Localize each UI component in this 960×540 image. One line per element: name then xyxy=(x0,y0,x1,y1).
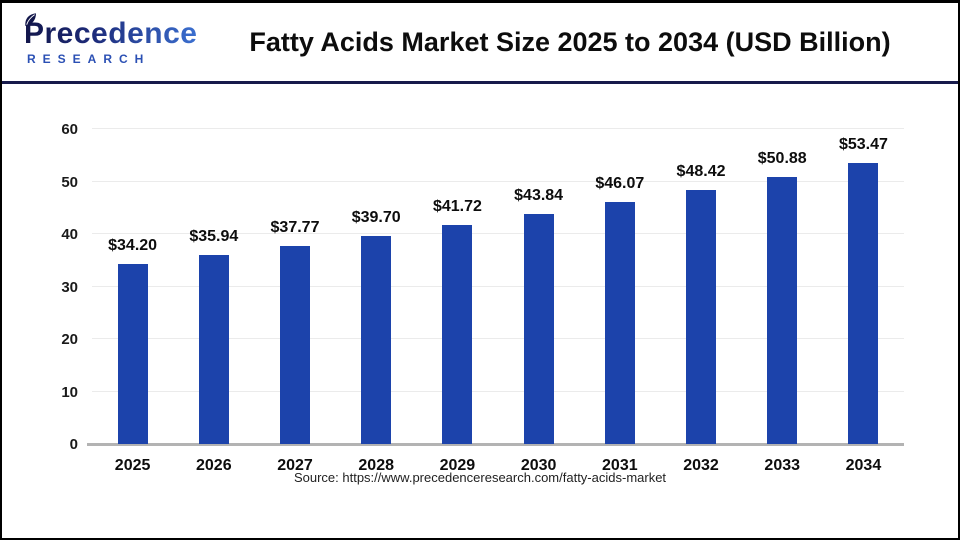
bar-2033 xyxy=(767,176,798,444)
logo-subtext: RESEARCH xyxy=(27,52,151,66)
bar-value-label-2031: $46.07 xyxy=(595,175,645,193)
chart-title: Fatty Acids Market Size 2025 to 2034 (US… xyxy=(249,26,891,57)
y-axis-tick-50: 50 xyxy=(61,173,78,191)
bar-2032 xyxy=(686,189,717,444)
bar-value-label-2026: $35.94 xyxy=(189,228,239,246)
bar-2028 xyxy=(361,235,392,444)
header: Precedence RESEARCH Fatty Acids Market S… xyxy=(2,3,958,81)
bar-value-label-2032: $48.42 xyxy=(676,162,726,180)
bar-column-2034: $53.47 2034 xyxy=(823,129,904,474)
x-axis-label-2025: 2025 xyxy=(114,457,151,474)
bar-value-label-2034: $53.47 xyxy=(838,136,888,154)
bar-chart-plot: 0 10 20 30 40 50 60 $34.20 2025 $35.94 2026 $37.77 2… xyxy=(61,121,904,474)
bar-column-2025: $34.20 2025 xyxy=(92,129,173,474)
bar-column-2028: $39.70 2028 xyxy=(336,129,417,474)
x-axis-label-2032: 2032 xyxy=(683,457,719,474)
bar-value-label-2029: $41.72 xyxy=(432,197,482,215)
bar-column-2030: $43.84 2030 xyxy=(498,129,579,474)
x-axis-label-2028: 2028 xyxy=(358,457,394,474)
x-axis-label-2029: 2029 xyxy=(439,457,476,474)
bar-2027 xyxy=(280,245,310,444)
bar-column-2026: $35.94 2026 xyxy=(173,129,254,474)
bar-2031 xyxy=(604,202,635,444)
precedence-research-logo: Precedence RESEARCH xyxy=(2,13,212,66)
y-axis-tick-60: 60 xyxy=(61,121,78,138)
bar-value-label-2027: $37.77 xyxy=(270,218,320,236)
bar-value-label-2033: $50.88 xyxy=(757,149,807,167)
gridline-30 xyxy=(92,285,904,287)
y-axis-tick-10: 10 xyxy=(61,383,78,401)
logo-text: Precedence xyxy=(24,17,198,50)
bar-column-2032: $48.42 2032 xyxy=(660,129,741,474)
y-axis-tick-40: 40 xyxy=(61,226,78,243)
bar-columns: $34.20 2025 $35.94 2026 $37.77 2027 $39.70 2028… xyxy=(92,129,904,474)
logo-wordmark: Precedence xyxy=(24,13,198,50)
bar-2025 xyxy=(117,264,148,444)
gridline-10 xyxy=(92,390,904,392)
x-axis-label-2033: 2033 xyxy=(764,457,801,474)
gridline-40 xyxy=(92,233,904,234)
bar-value-label-2028: $39.70 xyxy=(351,208,401,226)
gridline-60 xyxy=(92,128,904,129)
x-axis-label-2030: 2030 xyxy=(520,457,557,474)
x-axis-label-2031: 2031 xyxy=(602,457,638,474)
bar-value-label-2025: $34.20 xyxy=(108,237,158,255)
x-axis-label-2034: 2034 xyxy=(845,457,882,474)
leaf-icon xyxy=(25,13,36,26)
x-axis-label-2026: 2026 xyxy=(196,457,232,474)
y-axis-tick-20: 20 xyxy=(61,331,78,348)
bar-value-label-2030: $43.84 xyxy=(514,186,564,204)
bar-column-2027: $37.77 2027 xyxy=(254,129,335,474)
bar-2029 xyxy=(442,224,473,444)
bar-column-2029: $41.72 2029 xyxy=(417,129,498,474)
y-axis-tick-0: 0 xyxy=(69,436,78,453)
chart-area: 0 10 20 30 40 50 60 $34.20 2025 $35.94 2026 $37.77 2… xyxy=(2,84,958,499)
x-axis-baseline xyxy=(87,443,904,446)
bar-2034 xyxy=(848,163,879,444)
y-axis-tick-30: 30 xyxy=(61,278,78,296)
x-axis-label-2027: 2027 xyxy=(277,457,313,474)
bar-2030 xyxy=(523,213,554,444)
bar-column-2033: $50.88 2033 xyxy=(742,129,823,474)
header-divider xyxy=(2,81,958,84)
bar-column-2031: $46.07 2031 xyxy=(579,129,660,474)
source-line: Source: https://www.precedenceresearch.c… xyxy=(293,470,667,485)
bar-2026 xyxy=(198,255,229,444)
gridline-50 xyxy=(92,180,904,182)
gridline-20 xyxy=(92,338,904,339)
